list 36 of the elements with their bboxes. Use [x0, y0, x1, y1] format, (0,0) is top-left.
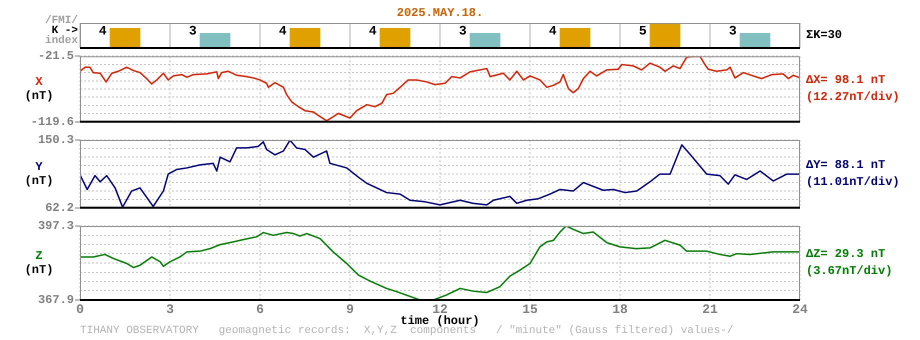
- text: TIHANY OBSERVATORY geomagnetic records: X,Y,Z components / "minute" (Gauss filtered) values-/: [80, 325, 734, 337]
- x-tick-label: 24: [792, 302, 808, 318]
- data-label: 3: [728, 23, 737, 38]
- x-tick-label: 6: [256, 302, 264, 318]
- text: (11.01nT/div): [806, 174, 900, 191]
- x-tick-label: 0: [76, 302, 84, 318]
- chart-title: 2025.MAY.18.: [396, 6, 484, 20]
- y-tick-label: 397.3: [38, 219, 74, 234]
- y-tick-label: -21.5: [38, 49, 74, 64]
- x-tick-label: 15: [522, 302, 538, 318]
- y-axis-title: Y (nT): [24, 160, 54, 188]
- text: ΔY= 88.1 nT: [806, 156, 886, 174]
- data-label: 4: [548, 23, 557, 38]
- data-label: 4: [278, 23, 287, 38]
- x-tick-label: 9: [346, 302, 354, 318]
- x-tick-label: 3: [166, 302, 174, 318]
- x-tick-label: 21: [702, 302, 718, 318]
- text: ΔX= 98.1 nT: [806, 72, 886, 89]
- y-tick-label: -119.6: [30, 114, 74, 129]
- x-axis-title: time (hour): [400, 314, 480, 328]
- data-label: 5: [638, 23, 647, 38]
- y-tick-label: 150.3: [38, 133, 74, 148]
- data-label: 4: [368, 23, 377, 38]
- text: ΔZ= 29.3 nT: [806, 246, 886, 263]
- data-label: 3: [188, 23, 197, 38]
- y-axis-title: /FMI/ K -> index: [44, 15, 78, 47]
- data-label: 3: [458, 23, 467, 38]
- y-tick-label: 367.9: [38, 293, 74, 308]
- y-tick-label: 62.2: [45, 200, 74, 215]
- y-axis-title: Z (nT): [24, 249, 54, 277]
- text: ΣK=30: [806, 27, 842, 44]
- x-tick-label: 18: [612, 302, 628, 318]
- text: (12.27nT/div): [806, 88, 900, 106]
- text: (3.67nT/div): [806, 263, 892, 280]
- y-axis-title: X (nT): [24, 74, 54, 103]
- data-label: 4: [98, 23, 107, 38]
